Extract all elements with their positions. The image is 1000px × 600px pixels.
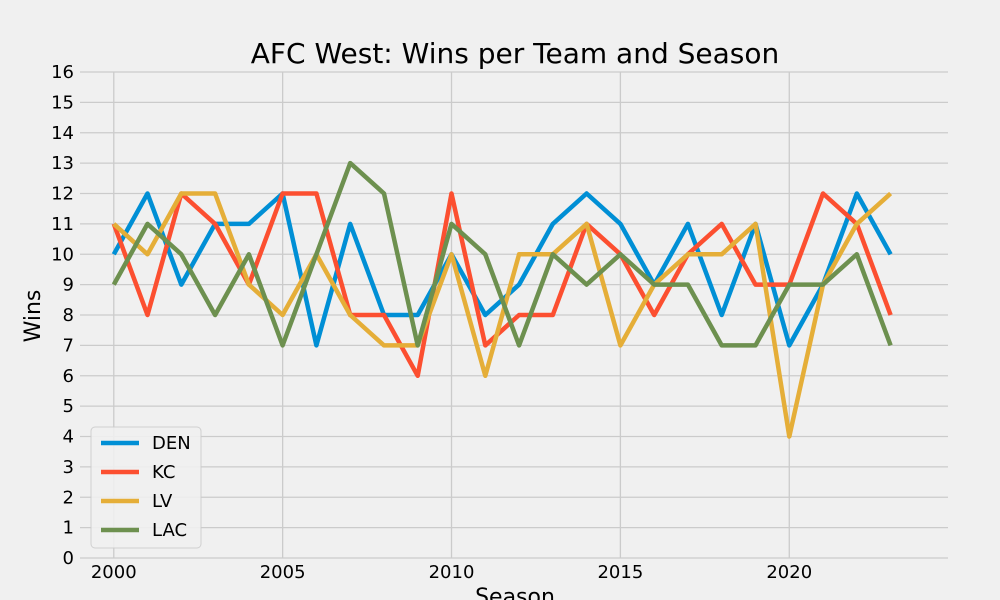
legend-label-lac: LAC — [152, 520, 187, 541]
x-tick-label: 2005 — [260, 562, 306, 583]
y-tick-label: 13 — [51, 153, 74, 174]
y-tick-label: 6 — [63, 366, 74, 387]
y-tick-label: 0 — [63, 548, 74, 569]
y-tick-label: 16 — [51, 62, 74, 83]
y-tick-label: 12 — [51, 184, 74, 205]
x-tick-label: 2020 — [766, 562, 812, 583]
x-axis-label: Season — [475, 585, 555, 600]
y-tick-label: 2 — [63, 487, 74, 508]
y-tick-label: 7 — [63, 335, 74, 356]
chart-title: AFC West: Wins per Team and Season — [251, 37, 780, 70]
y-tick-label: 8 — [63, 305, 74, 326]
legend-box — [90, 426, 202, 549]
x-tick-labels: 2000 2005 2010 2015 2020 — [91, 562, 812, 583]
x-tick-label: 2015 — [597, 562, 643, 583]
x-tick-label: 2000 — [91, 562, 137, 583]
y-tick-label: 5 — [63, 396, 74, 417]
legend-label-den: DEN — [152, 433, 191, 454]
legend-label-lv: LV — [152, 491, 173, 512]
series-lines — [111, 160, 893, 439]
legend-items: DEN KC LV LAC — [101, 433, 191, 541]
y-tick-label: 10 — [51, 244, 74, 265]
legend-label-kc: KC — [152, 462, 175, 483]
y-axis-label: Wins — [21, 290, 46, 343]
y-tick-label: 4 — [63, 427, 74, 448]
y-tick-label: 3 — [63, 457, 74, 478]
legend: DEN KC LV LAC — [90, 426, 202, 549]
y-tick-label: 1 — [63, 518, 74, 539]
x-tick-label: 2010 — [429, 562, 475, 583]
y-tick-label: 9 — [63, 275, 74, 296]
series-line-lv — [112, 191, 893, 439]
y-tick-label: 14 — [51, 123, 74, 144]
y-tick-label: 15 — [51, 92, 74, 113]
y-tick-label: 11 — [51, 214, 74, 235]
series-line-lac — [111, 160, 893, 348]
